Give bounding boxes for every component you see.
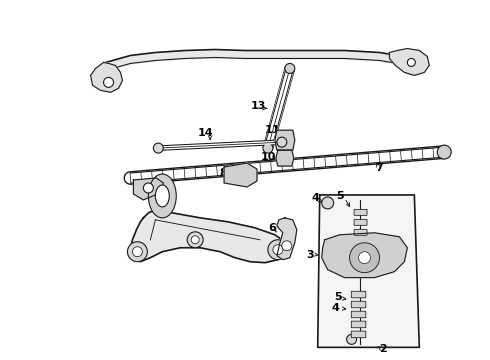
Polygon shape bbox=[224, 163, 257, 187]
Text: 9: 9 bbox=[156, 195, 164, 205]
Circle shape bbox=[144, 183, 153, 193]
Polygon shape bbox=[277, 218, 297, 260]
Polygon shape bbox=[133, 178, 163, 200]
Text: 2: 2 bbox=[380, 345, 387, 354]
FancyBboxPatch shape bbox=[351, 291, 366, 298]
Circle shape bbox=[187, 232, 203, 248]
FancyBboxPatch shape bbox=[354, 219, 367, 225]
Text: 3: 3 bbox=[306, 250, 314, 260]
Polygon shape bbox=[318, 195, 419, 347]
Text: 14: 14 bbox=[197, 128, 213, 138]
Text: 11: 11 bbox=[265, 125, 281, 135]
Text: 8: 8 bbox=[219, 168, 227, 178]
Circle shape bbox=[127, 242, 147, 262]
Circle shape bbox=[359, 252, 370, 264]
Circle shape bbox=[349, 243, 379, 273]
Circle shape bbox=[103, 77, 114, 87]
Circle shape bbox=[285, 63, 295, 73]
Circle shape bbox=[191, 236, 199, 244]
Circle shape bbox=[268, 240, 288, 260]
Circle shape bbox=[273, 245, 283, 255]
Polygon shape bbox=[322, 233, 407, 278]
FancyBboxPatch shape bbox=[354, 229, 367, 235]
Text: 5: 5 bbox=[336, 191, 343, 201]
Text: 4: 4 bbox=[312, 193, 319, 203]
Circle shape bbox=[132, 247, 143, 257]
Circle shape bbox=[153, 143, 163, 153]
Circle shape bbox=[322, 197, 334, 209]
Polygon shape bbox=[390, 49, 429, 75]
Circle shape bbox=[282, 241, 292, 251]
FancyBboxPatch shape bbox=[351, 321, 366, 328]
FancyBboxPatch shape bbox=[351, 301, 366, 308]
Circle shape bbox=[437, 145, 451, 159]
Ellipse shape bbox=[155, 185, 169, 207]
FancyBboxPatch shape bbox=[351, 311, 366, 318]
Text: 12: 12 bbox=[141, 183, 156, 193]
Text: 4: 4 bbox=[332, 302, 340, 312]
Ellipse shape bbox=[148, 174, 176, 218]
Text: 1: 1 bbox=[159, 202, 167, 212]
Text: 6: 6 bbox=[268, 223, 276, 233]
Circle shape bbox=[346, 334, 357, 345]
FancyBboxPatch shape bbox=[354, 210, 367, 215]
Circle shape bbox=[263, 143, 273, 153]
Text: 5: 5 bbox=[334, 292, 342, 302]
FancyBboxPatch shape bbox=[351, 331, 366, 338]
Text: 13: 13 bbox=[250, 101, 266, 111]
Polygon shape bbox=[275, 130, 295, 150]
Circle shape bbox=[277, 137, 287, 147]
Polygon shape bbox=[130, 210, 285, 263]
Circle shape bbox=[407, 58, 416, 67]
Polygon shape bbox=[276, 150, 294, 166]
Text: 10: 10 bbox=[260, 152, 275, 162]
Text: 7: 7 bbox=[376, 163, 383, 173]
Polygon shape bbox=[91, 62, 122, 92]
